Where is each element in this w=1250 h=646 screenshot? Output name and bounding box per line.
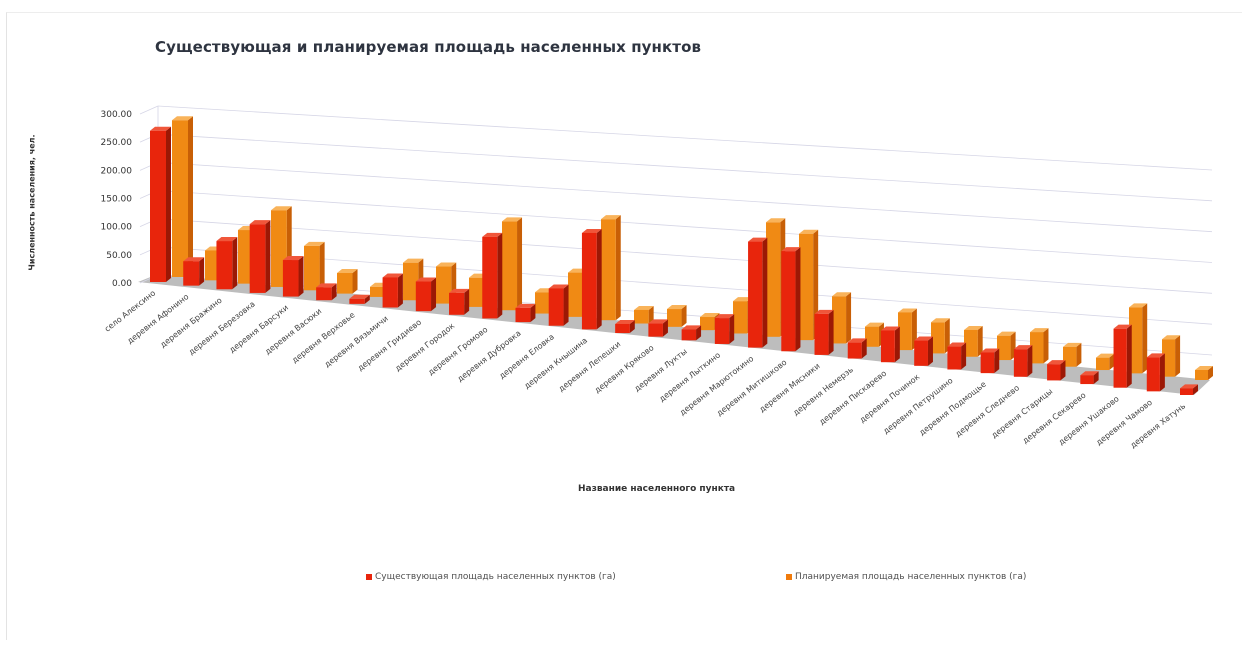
bar-existing <box>482 232 503 319</box>
legend-item-planned[interactable]: Планируемая площадь населенных пунктов (… <box>786 572 1026 582</box>
x-tick-label: деревня Афонино <box>125 292 190 346</box>
bar-existing <box>382 273 403 308</box>
bar-existing <box>282 256 304 297</box>
gridline <box>157 105 1213 171</box>
bar-existing <box>847 338 867 359</box>
y-tick-label: 100.00 <box>101 223 133 233</box>
gridline <box>157 190 1213 263</box>
bar-existing <box>714 314 735 344</box>
y-tick-label: 200.00 <box>101 166 133 176</box>
x-tick-label: деревня Митишково <box>715 358 789 418</box>
legend-item-existing[interactable]: Существующая площадь населенных пунктов … <box>366 572 616 582</box>
x-tick-label: деревня Лепешки <box>557 340 623 394</box>
bar-planned <box>502 217 523 311</box>
legend-swatch-existing <box>366 574 372 580</box>
x-tick-label: деревня Петрушино <box>881 376 954 436</box>
chart-walls <box>138 274 1210 395</box>
bar-planned <box>172 116 193 277</box>
x-tick-label: деревня Кнышина <box>522 336 589 391</box>
chart-frame <box>6 12 1242 640</box>
bar-existing <box>1113 324 1132 388</box>
x-tick-label: деревня Вязьмичи <box>323 314 390 369</box>
bar-planned <box>1096 353 1115 371</box>
bar-existing <box>183 257 205 286</box>
bar-existing <box>980 348 1000 374</box>
y-tick-label: 300.00 <box>101 110 133 120</box>
bar-existing <box>781 247 801 352</box>
bar-existing <box>249 220 271 293</box>
bar-existing <box>748 237 768 348</box>
x-tick-label: деревня Березовка <box>187 299 257 356</box>
bar-planned <box>1030 328 1049 364</box>
gridline-side <box>139 105 159 115</box>
y-tick-label: 250.00 <box>101 138 133 148</box>
bar-planned <box>337 269 358 294</box>
bar-existing <box>880 326 900 363</box>
bar-existing <box>515 303 536 323</box>
bar-existing <box>914 336 933 366</box>
y-tick-label: 150.00 <box>101 195 133 205</box>
bars <box>150 116 1213 395</box>
y-tick-label: 50.00 <box>106 251 132 261</box>
bar-existing <box>150 126 171 282</box>
legend-label-existing: Существующая площадь населенных пунктов … <box>375 572 616 582</box>
gridline <box>157 161 1213 233</box>
x-tick-label: деревня Бражино <box>158 296 223 350</box>
bar-existing <box>415 277 437 312</box>
bar-existing <box>449 288 470 315</box>
bar-planned <box>931 318 950 354</box>
legend-label-planned: Планируемая площадь населенных пунктов (… <box>795 572 1027 582</box>
bar-planned <box>634 305 654 324</box>
bar-planned <box>1063 342 1082 367</box>
bar-existing <box>548 284 569 326</box>
x-tick-label: деревня Гридиево <box>356 318 423 373</box>
bar-existing <box>615 319 635 334</box>
bar-existing <box>947 342 967 370</box>
bar-existing <box>681 325 702 341</box>
bar-existing <box>316 283 337 301</box>
bar-planned <box>997 331 1016 361</box>
y-tick-labels: 0.00 50.00 100.00 150.00 200.00 250.00 300.00 <box>101 110 133 289</box>
x-tick-label: деревня Пискарево <box>817 369 888 427</box>
bar-planned <box>667 305 687 327</box>
bar-planned <box>601 215 621 321</box>
bar-planned <box>898 308 917 351</box>
floor <box>138 274 1210 395</box>
bar-existing <box>1013 345 1033 377</box>
bar-planned <box>964 325 983 357</box>
x-tick-label: деревня Секарево <box>1021 390 1088 445</box>
y-tick-label: 0.00 <box>112 279 132 289</box>
bar-planned <box>832 292 852 344</box>
legend-swatch-planned <box>786 574 792 580</box>
gridline <box>157 133 1213 202</box>
gridline <box>157 246 1213 325</box>
bar-existing <box>814 309 834 355</box>
bar-existing <box>648 319 668 337</box>
bar-existing <box>581 228 602 330</box>
bar-planned <box>1162 335 1181 377</box>
chart-title: Существующая и планируемая площадь насел… <box>155 38 702 56</box>
bar-existing <box>216 237 238 290</box>
bar-existing <box>1047 360 1066 381</box>
bar-existing <box>1180 384 1198 395</box>
bar-existing <box>1146 353 1165 392</box>
gridline <box>157 218 1213 294</box>
x-tick-label: деревня Подмощье <box>917 380 987 438</box>
x-tick-label: деревня Марютокино <box>678 354 755 417</box>
bar-existing <box>1080 371 1099 385</box>
bar-planned <box>1129 303 1148 374</box>
bar-planned <box>436 262 457 304</box>
x-tick-label: деревня Верховье <box>290 310 356 365</box>
x-axis-title: Название населенного пункта <box>578 484 736 494</box>
x-tick-label: деревня Следнево <box>954 383 1022 439</box>
bar-planned <box>304 241 325 291</box>
x-tick-label: деревня Дубровка <box>456 329 523 384</box>
bar-planned <box>1195 366 1213 380</box>
bar-planned <box>799 229 819 341</box>
bar-existing <box>349 294 370 304</box>
